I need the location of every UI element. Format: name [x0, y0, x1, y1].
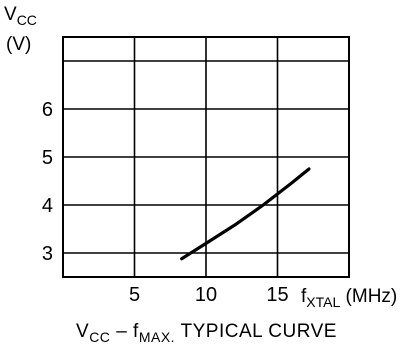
- x-tick-label: 10: [195, 284, 217, 306]
- y-axis-title: VCC: [4, 4, 37, 28]
- y-tick-label: 6: [42, 99, 53, 121]
- chart-marks: [180, 167, 311, 261]
- plot-frame: [62, 36, 350, 278]
- y-tick-label: 4: [42, 195, 53, 217]
- y-tick-label: 3: [42, 243, 53, 265]
- chart-caption: VCC – fMAX. TYPICAL CURVE: [76, 321, 337, 345]
- x-tick-label: 15: [266, 284, 288, 306]
- x-tick-label: 5: [129, 284, 140, 306]
- y-tick-label: 5: [42, 147, 53, 169]
- chart-grid: [63, 37, 349, 277]
- series-line: [180, 167, 311, 261]
- x-axis-title: fXTAL (MHz): [301, 286, 397, 310]
- y-axis-unit: (V): [6, 34, 31, 55]
